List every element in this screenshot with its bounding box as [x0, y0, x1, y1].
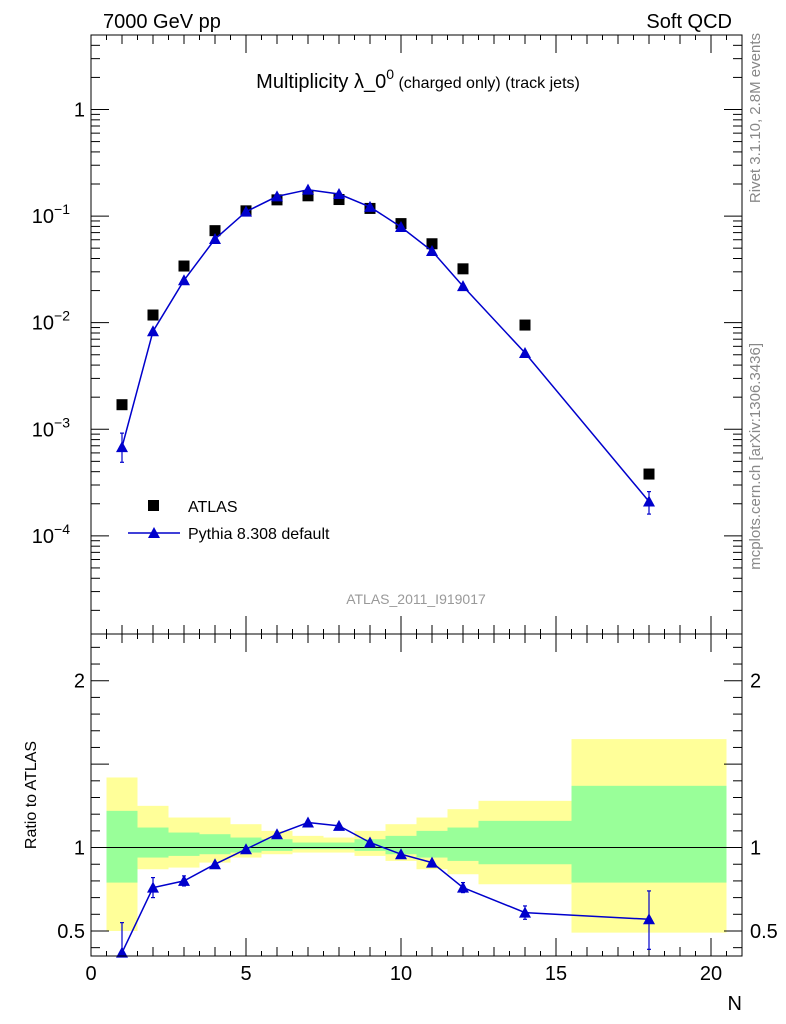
- ratio-y-axis-label: Ratio to ATLAS: [23, 741, 40, 849]
- pythia-data-point: [333, 188, 345, 200]
- ratio-plot-frame: [90, 633, 743, 957]
- pythia-data-point: [302, 183, 314, 195]
- y-tick-label: 10−4: [32, 521, 70, 548]
- ratio-data-point: [333, 819, 345, 831]
- ratio-y-tick-label-right: 1: [750, 838, 761, 860]
- ratio-band-green: [168, 832, 200, 856]
- ratio-y-tick-label-right: 2: [750, 671, 761, 693]
- ratio-data-point: [209, 858, 221, 870]
- pythia-line: [121, 188, 650, 502]
- legend-label-atlas: ATLAS: [188, 499, 238, 516]
- pythia-data-point: [116, 441, 128, 453]
- legend-marker-atlas: [148, 500, 159, 511]
- pythia-data-point: [271, 190, 283, 202]
- ratio-band-green: [292, 842, 324, 850]
- pythia-data-point: [240, 205, 252, 217]
- ratio-pythia-line: [121, 821, 650, 954]
- pythia-data-point: [364, 200, 376, 212]
- pythia-data-point: [519, 346, 531, 358]
- pythia-data-point: [426, 245, 438, 257]
- pythia-data-point: [643, 495, 655, 507]
- x-tick-label: 20: [700, 963, 722, 985]
- atlas-data-point: [209, 225, 221, 237]
- pythia-data-point: [209, 232, 221, 244]
- ratio-y-tick-label-left: 0.5: [57, 921, 85, 943]
- ratio-data-point: [519, 906, 531, 918]
- pythia-data-point: [147, 325, 159, 337]
- legend-marker-pythia: [148, 527, 160, 538]
- ratio-y-tick-label-left: 2: [74, 671, 85, 693]
- ratio-data-point: [271, 828, 283, 840]
- x-tick-label: 5: [240, 963, 251, 985]
- main-plot-frame: [90, 34, 743, 635]
- ratio-data-point: [116, 946, 128, 958]
- y-tick-label: 10−3: [32, 414, 70, 441]
- ratio-data-point: [178, 874, 190, 886]
- pythia-data-point: [457, 280, 469, 292]
- ratio-band-green: [571, 785, 727, 883]
- y-tick-label: 10−1: [32, 201, 70, 228]
- atlas-data-point: [147, 309, 159, 321]
- ratio-band-green: [199, 834, 231, 855]
- ratio-data-point: [395, 848, 407, 860]
- ratio-band-green: [385, 835, 417, 855]
- analysis-watermark: ATLAS_2011_I919017: [346, 591, 486, 607]
- ratio-plot-panel: 0.5 0.51 12 20 5 10 15 20 Ratio to ATLAS N: [23, 633, 778, 1015]
- atlas-data-point: [302, 190, 314, 202]
- main-plot-panel: 1 10−1 10−2 10−3 10−4 Multiplicity λ_00 (cha…: [32, 34, 743, 635]
- ratio-data-point: [147, 881, 159, 893]
- atlas-data-point: [178, 260, 190, 272]
- plot-title: Multiplicity λ_00 (charged only) (track …: [256, 66, 580, 93]
- x-tick-label: 10: [390, 963, 412, 985]
- atlas-data-point: [643, 468, 655, 480]
- ratio-band-green: [137, 827, 169, 858]
- ratio-band-green: [416, 830, 448, 858]
- atlas-data-point: [426, 238, 438, 250]
- atlas-data-point: [333, 194, 345, 206]
- atlas-data-point: [116, 399, 128, 411]
- x-tick-label: 0: [85, 963, 96, 985]
- legend-label-pythia: Pythia 8.308 default: [188, 526, 330, 543]
- ratio-data-point: [240, 843, 252, 855]
- ratio-band-green: [323, 842, 355, 850]
- ratio-data-point: [426, 856, 438, 868]
- ratio-data-point: [457, 881, 469, 893]
- atlas-data-point: [519, 319, 531, 331]
- ratio-data-point: [364, 836, 376, 848]
- y-tick-label: 10−2: [32, 308, 70, 335]
- ratio-data-point: [302, 816, 314, 828]
- header-left: 7000 GeV pp: [103, 11, 221, 33]
- legend: ATLAS Pythia 8.308 default: [128, 499, 330, 543]
- pythia-data-point: [178, 274, 190, 286]
- x-tick-label: 15: [545, 963, 567, 985]
- x-axis-label: N: [728, 993, 742, 1015]
- header-right: Soft QCD: [646, 11, 732, 33]
- atlas-data-point: [457, 263, 469, 275]
- ratio-y-tick-label-left: 1: [74, 838, 85, 860]
- ratio-band-green: [261, 839, 293, 851]
- ratio-band-green: [478, 820, 572, 865]
- y-tick-label: 1: [74, 100, 85, 122]
- pythia-data-point: [395, 221, 407, 233]
- mcplots-label: mcplots.cern.ch [arXiv:1306.3436]: [747, 343, 764, 570]
- ratio-data-point: [643, 913, 655, 925]
- ratio-y-tick-label-right: 0.5: [750, 921, 778, 943]
- rivet-version-label: Rivet 3.1.10, 2.8M events: [747, 33, 764, 203]
- ratio-band-green: [447, 827, 479, 861]
- ratio-band-green: [106, 810, 138, 883]
